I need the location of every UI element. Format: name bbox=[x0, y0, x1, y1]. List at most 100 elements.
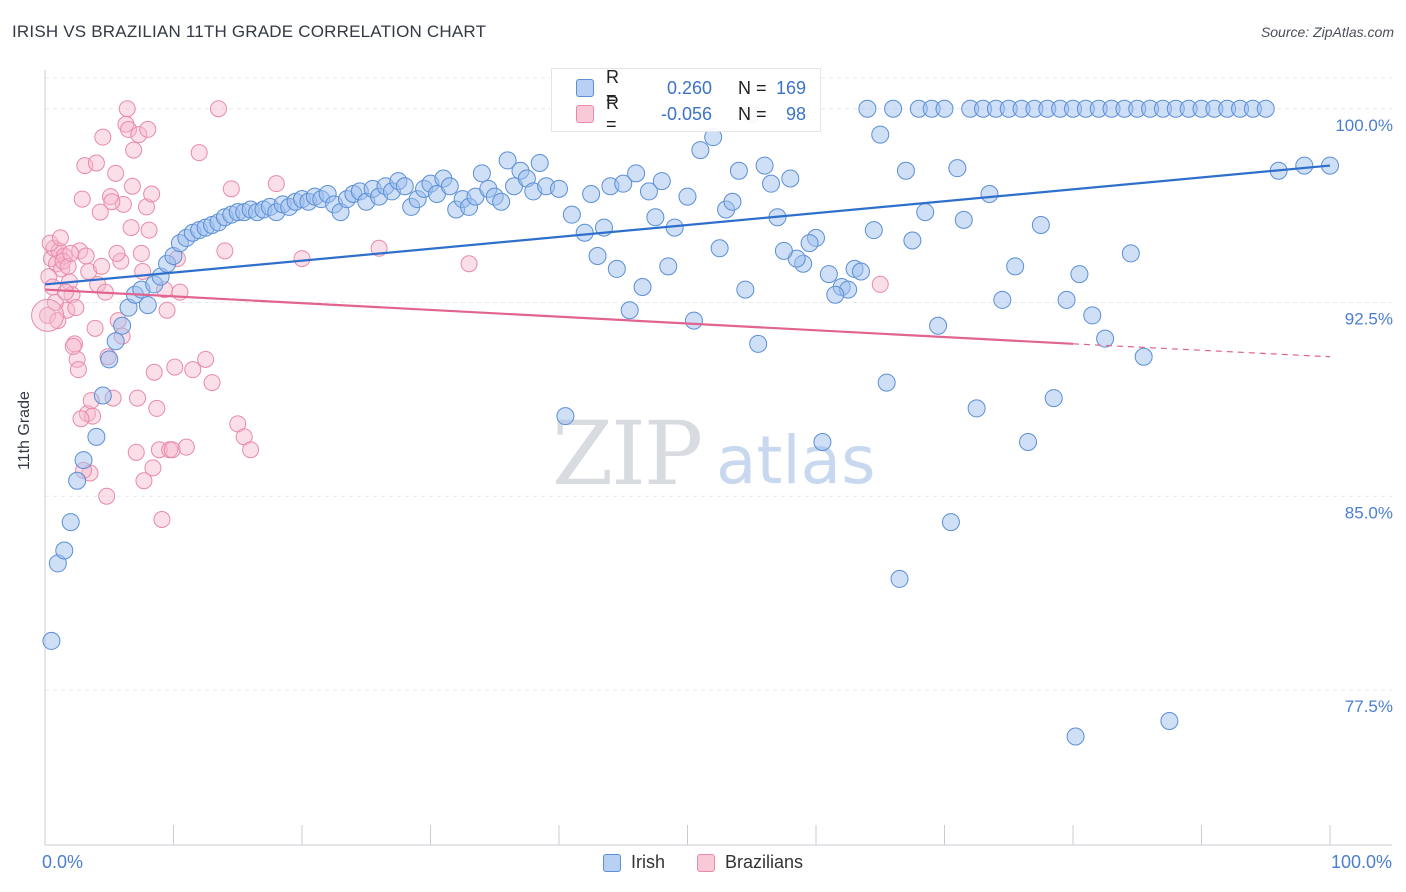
brazilians-point bbox=[91, 203, 109, 221]
irish-point bbox=[1295, 156, 1314, 175]
legend-swatch-irish bbox=[576, 79, 594, 97]
brazilians-point bbox=[77, 247, 95, 265]
brazilians-point bbox=[130, 126, 148, 144]
legend-r-value-irish: 0.260 bbox=[666, 77, 712, 98]
brazilians-point bbox=[103, 193, 121, 211]
brazilians-point bbox=[132, 244, 150, 262]
brazilians-point bbox=[51, 229, 69, 247]
irish-point bbox=[1121, 244, 1140, 263]
irish-point bbox=[1057, 290, 1076, 309]
y-tick-label: 85.0% bbox=[1345, 503, 1393, 522]
irish-point bbox=[614, 174, 633, 193]
irish-point bbox=[607, 259, 626, 278]
watermark-atlas: atlas bbox=[716, 422, 876, 499]
brazilians-point bbox=[197, 350, 215, 368]
brazilians-point bbox=[98, 487, 116, 505]
series-legend: Irish Brazilians bbox=[0, 852, 1406, 873]
brazilians-point bbox=[69, 361, 87, 379]
irish-point bbox=[633, 278, 652, 296]
irish-point bbox=[530, 154, 549, 172]
legend-n-label: N = bbox=[738, 77, 767, 98]
irish-point bbox=[106, 332, 125, 351]
irish-point bbox=[826, 285, 845, 304]
brazilians-point bbox=[143, 185, 161, 203]
irish-point bbox=[762, 174, 781, 193]
legend-row-irish: R = 0.260 N = 169 bbox=[576, 67, 806, 108]
brazilians-point bbox=[140, 221, 158, 239]
irish-point bbox=[1031, 216, 1050, 234]
irish-point bbox=[903, 231, 922, 250]
brazilians-point bbox=[129, 389, 147, 407]
brazilians-point bbox=[203, 374, 221, 392]
brazilians-point bbox=[125, 141, 143, 159]
irish-point bbox=[941, 513, 960, 532]
irish-point bbox=[440, 177, 459, 196]
legend-item-brazilians: Brazilians bbox=[696, 852, 804, 873]
chart-title: IRISH VS BRAZILIAN 11TH GRADE CORRELATIO… bbox=[12, 22, 487, 41]
brazilians-trend-line-extension bbox=[1072, 343, 1331, 358]
brazilians-point bbox=[184, 361, 202, 379]
irish-point bbox=[1019, 433, 1038, 451]
irish-point bbox=[1160, 712, 1179, 730]
irish-point bbox=[954, 210, 973, 229]
legend-swatch-brazilians bbox=[576, 105, 594, 123]
irish-point bbox=[1044, 389, 1063, 408]
y-tick-label: 100.0% bbox=[1335, 116, 1393, 135]
brazilians-point bbox=[107, 164, 125, 182]
brazilians-trend-line bbox=[44, 288, 1074, 345]
watermark-zip: ZIP bbox=[552, 402, 703, 505]
brazilians-point bbox=[59, 257, 77, 275]
legend-swatch-irish bbox=[602, 853, 621, 872]
brazilians-point bbox=[57, 283, 75, 301]
brazilians-point bbox=[134, 263, 152, 280]
irish-point bbox=[678, 187, 697, 206]
y-tick-label: 92.5% bbox=[1345, 310, 1393, 329]
irish-point bbox=[691, 141, 710, 160]
brazilians-point bbox=[46, 294, 64, 311]
legend-label-brazilians: Brazilians bbox=[724, 852, 804, 872]
irish-point bbox=[890, 569, 909, 588]
brazilians-point bbox=[86, 319, 104, 337]
irish-point bbox=[74, 451, 93, 470]
irish-point bbox=[1070, 265, 1089, 284]
legend-row-brazilians: R = -0.056 N = 98 bbox=[576, 93, 806, 134]
irish-point bbox=[395, 177, 414, 196]
brazilians-point bbox=[150, 441, 168, 459]
brazilians-point bbox=[871, 275, 889, 293]
irish-point bbox=[929, 316, 948, 335]
irish-point bbox=[980, 185, 999, 203]
y-axis-label: 11th Grade bbox=[16, 391, 33, 470]
irish-point bbox=[723, 192, 742, 211]
brazilians-point bbox=[158, 301, 176, 319]
brazilians-point bbox=[267, 175, 285, 193]
irish-point bbox=[877, 373, 896, 392]
irish-point bbox=[113, 316, 132, 335]
brazilians-point bbox=[67, 299, 85, 317]
irish-point bbox=[749, 334, 768, 353]
irish-point bbox=[582, 185, 601, 203]
irish-point bbox=[781, 169, 800, 188]
irish-point bbox=[800, 234, 819, 253]
irish-point bbox=[61, 513, 80, 532]
brazilians-point bbox=[145, 363, 163, 381]
irish-point bbox=[55, 541, 74, 560]
irish-point bbox=[967, 399, 986, 418]
brazilians-point bbox=[135, 472, 153, 490]
irish-point bbox=[575, 223, 594, 242]
brazilians-point bbox=[93, 257, 111, 275]
brazilians-point bbox=[177, 438, 195, 456]
irish-point bbox=[1006, 257, 1025, 276]
irish-point bbox=[864, 221, 883, 240]
irish-point bbox=[100, 350, 119, 369]
irish-point bbox=[639, 182, 658, 201]
brazilians-point bbox=[460, 255, 478, 273]
irish-point bbox=[627, 164, 646, 183]
irish-point bbox=[935, 99, 954, 118]
irish-point bbox=[68, 471, 87, 490]
legend-r-label: R = bbox=[606, 93, 619, 134]
brazilians-point bbox=[138, 198, 156, 216]
irish-point bbox=[138, 296, 157, 315]
brazilians-point bbox=[293, 250, 311, 268]
brazilians-point bbox=[94, 128, 112, 146]
